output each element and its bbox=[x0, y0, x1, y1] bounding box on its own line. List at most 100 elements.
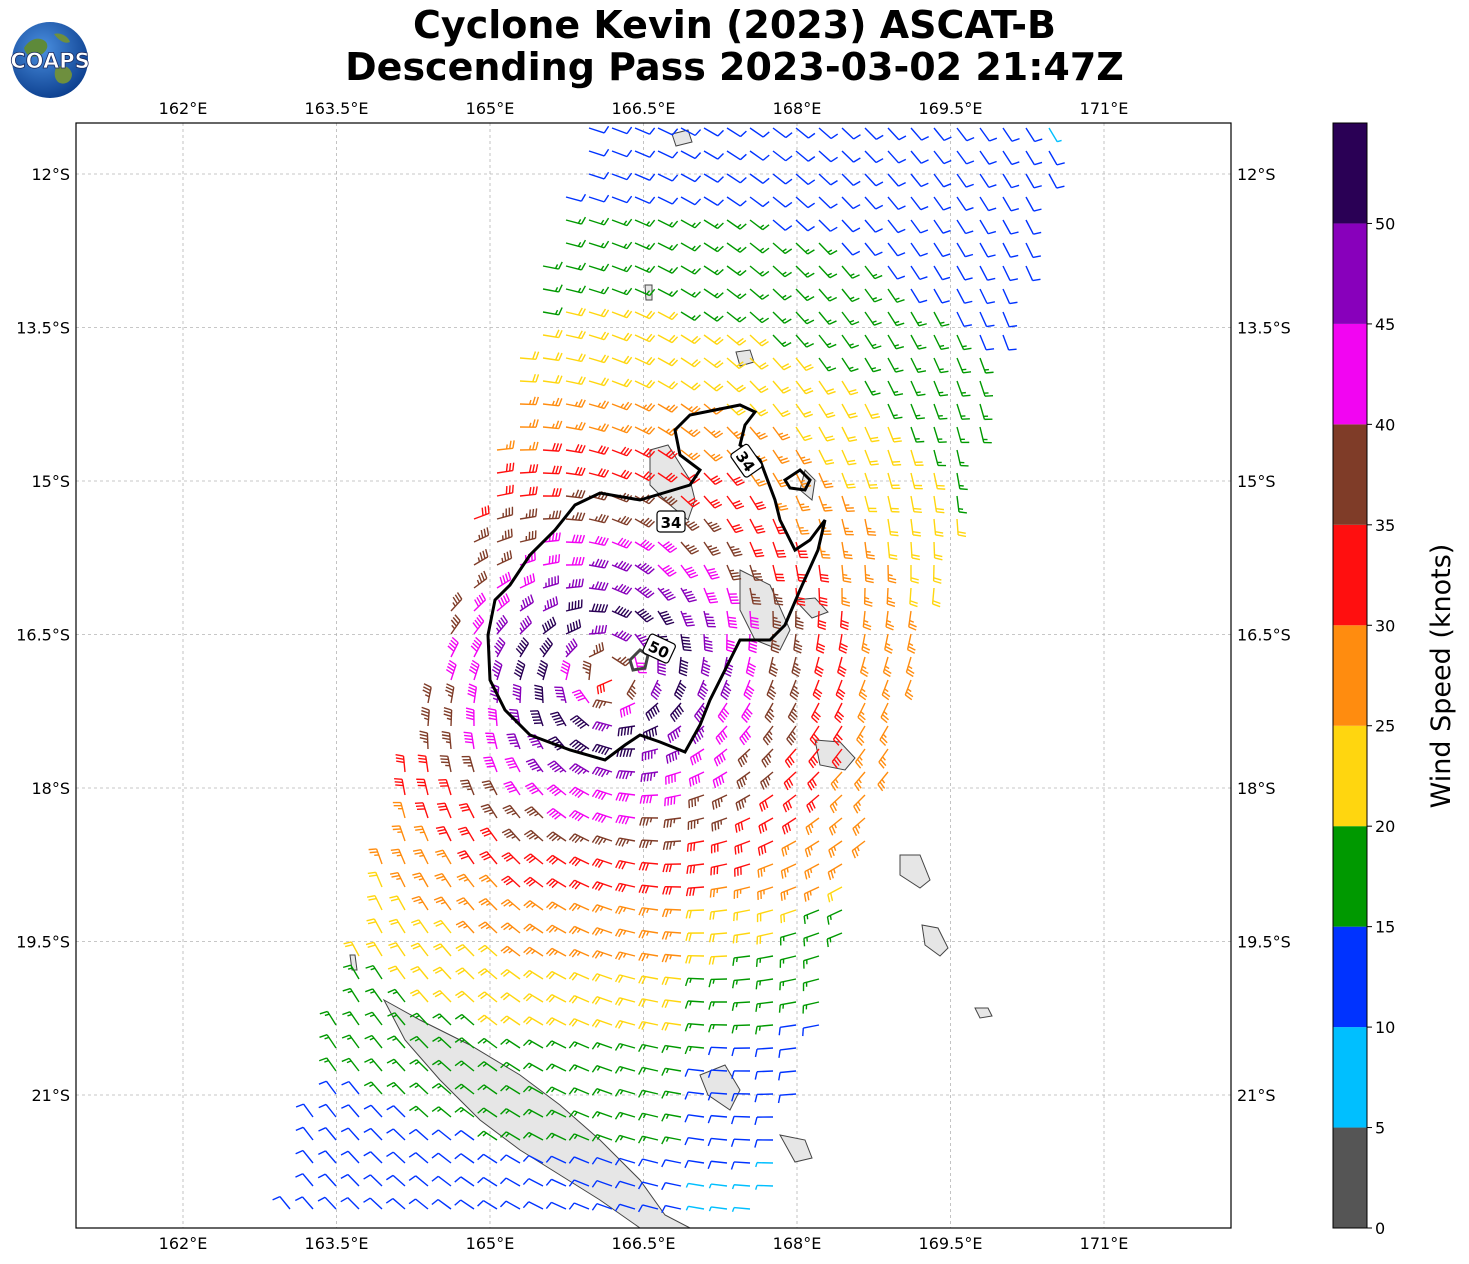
wind-barb bbox=[864, 242, 883, 257]
wind-barb bbox=[772, 334, 792, 348]
wind-barb bbox=[519, 464, 539, 474]
wind-barb bbox=[534, 684, 544, 704]
map-plot-area bbox=[76, 123, 1231, 1228]
wind-barb bbox=[591, 904, 613, 913]
wind-barb bbox=[408, 1198, 429, 1210]
wind-barb bbox=[979, 357, 994, 374]
wind-barb bbox=[614, 1065, 636, 1074]
wind-barb bbox=[519, 373, 540, 383]
wind-barb bbox=[478, 921, 498, 934]
lon-tick-label-top: 165°E bbox=[466, 99, 515, 118]
wind-barb bbox=[634, 150, 656, 158]
wind-barb bbox=[684, 1091, 705, 1100]
wind-barb bbox=[680, 219, 702, 229]
wind-barb bbox=[856, 725, 866, 746]
wind-barb bbox=[588, 423, 610, 433]
wind-barb bbox=[611, 605, 633, 619]
wind-barb bbox=[731, 1092, 751, 1102]
wind-barb bbox=[661, 953, 682, 963]
wind-barb bbox=[522, 1178, 544, 1187]
wind-barb bbox=[565, 444, 586, 454]
wind-barb bbox=[546, 854, 567, 865]
wind-barb bbox=[703, 564, 720, 580]
wind-barb bbox=[685, 909, 705, 919]
wind-barb bbox=[662, 863, 682, 873]
wind-barb bbox=[707, 1137, 728, 1147]
wind-contours bbox=[486, 403, 827, 762]
wind-barb bbox=[568, 1202, 590, 1210]
wind-barb bbox=[818, 426, 835, 442]
wind-barb bbox=[708, 955, 728, 965]
wind-barb bbox=[783, 771, 797, 791]
wind-barb bbox=[841, 587, 851, 607]
wind-barb bbox=[500, 992, 521, 1003]
wind-barb bbox=[827, 886, 843, 903]
wind-barb bbox=[487, 707, 498, 727]
lat-tick-label-right: 12°S bbox=[1237, 165, 1276, 184]
wind-barb bbox=[713, 748, 728, 767]
wind-barb bbox=[614, 1088, 636, 1097]
wind-barb bbox=[739, 725, 752, 746]
wind-barb bbox=[731, 1001, 751, 1011]
wind-barb bbox=[467, 683, 478, 704]
wind-barb bbox=[588, 148, 610, 157]
wind-barb bbox=[634, 310, 656, 320]
wind-barb bbox=[591, 1088, 613, 1096]
lat-tick-label-right: 15°S bbox=[1237, 472, 1276, 491]
wind-barb bbox=[864, 403, 881, 420]
wind-barb bbox=[1025, 173, 1042, 189]
wind-barb bbox=[726, 587, 740, 605]
loyalty-island-1 bbox=[699, 1064, 741, 1111]
wind-barb bbox=[611, 309, 633, 319]
colorbar-segment bbox=[1333, 323, 1367, 425]
colorbar-tick-label: 25 bbox=[1375, 717, 1395, 736]
wind-barb bbox=[545, 901, 567, 911]
wind-barb bbox=[862, 610, 872, 631]
wind-barb bbox=[779, 932, 797, 946]
wind-barb bbox=[542, 510, 562, 520]
wind-barb bbox=[864, 472, 879, 489]
wind-barb bbox=[525, 758, 544, 773]
wind-barb bbox=[979, 334, 995, 351]
wind-barb bbox=[454, 1083, 475, 1095]
wind-barb bbox=[864, 495, 878, 513]
wind-barb bbox=[703, 541, 721, 556]
wind-barb bbox=[757, 863, 774, 878]
wind-barb bbox=[386, 1035, 406, 1049]
wind-barb bbox=[910, 173, 929, 188]
wind-barb bbox=[565, 534, 586, 544]
wind-barb bbox=[591, 1202, 613, 1211]
wind-barb bbox=[545, 947, 567, 957]
wind-barb bbox=[709, 886, 728, 898]
wind-barb bbox=[749, 587, 762, 605]
wind-barb bbox=[802, 978, 820, 992]
wind-barb bbox=[887, 288, 905, 303]
wind-barb bbox=[703, 357, 724, 369]
wind-barb bbox=[708, 978, 728, 988]
wind-barb bbox=[611, 172, 633, 181]
wind-barb bbox=[743, 679, 755, 701]
wind-barb bbox=[726, 472, 745, 486]
wind-barb bbox=[638, 1021, 659, 1030]
wind-barb bbox=[495, 614, 508, 635]
wind-barb bbox=[541, 616, 557, 635]
wind-barb bbox=[571, 689, 590, 704]
wind-barb bbox=[634, 471, 656, 482]
wind-barb bbox=[568, 1087, 590, 1095]
wind-barb bbox=[703, 587, 719, 604]
wind-barb bbox=[887, 472, 901, 490]
wind-barb bbox=[367, 871, 383, 888]
wind-barb bbox=[386, 1151, 406, 1164]
wind-barb bbox=[730, 1138, 751, 1147]
lon-tick-label-top: 171°E bbox=[1080, 99, 1129, 118]
wind-barb bbox=[318, 1057, 337, 1072]
wind-barb bbox=[802, 955, 820, 969]
wind-barb bbox=[545, 1201, 567, 1210]
wind-barb bbox=[831, 748, 843, 769]
wind-barb bbox=[455, 943, 475, 957]
wind-barb bbox=[611, 469, 633, 480]
wind-barb bbox=[611, 515, 633, 526]
wind-barb bbox=[684, 1159, 705, 1169]
wind-barb bbox=[837, 656, 847, 678]
wind-barb bbox=[340, 1150, 360, 1164]
